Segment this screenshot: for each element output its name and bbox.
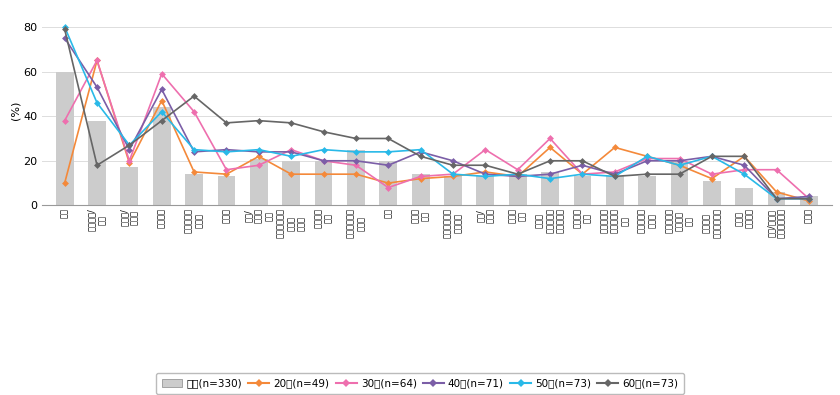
Bar	[768, 192, 785, 205]
Bar	[574, 177, 591, 205]
Bar	[509, 174, 527, 205]
Bar	[606, 177, 623, 205]
Bar	[315, 161, 333, 205]
Bar	[380, 161, 397, 205]
Bar	[638, 177, 656, 205]
Bar	[735, 188, 753, 205]
Bar	[55, 71, 74, 205]
Bar	[185, 174, 203, 205]
Bar	[412, 174, 429, 205]
Bar	[670, 161, 689, 205]
Y-axis label: (%): (%)	[10, 101, 20, 120]
Bar	[88, 120, 106, 205]
Bar	[347, 150, 365, 205]
Bar	[120, 167, 139, 205]
Bar	[218, 177, 235, 205]
Bar	[250, 158, 268, 205]
Bar	[153, 107, 171, 205]
Bar	[800, 196, 818, 205]
Legend: 全体(n=330), 20代(n=49), 30代(n=64), 40代(n=71), 50代(n=73), 60代(n=73): 全体(n=330), 20代(n=49), 30代(n=64), 40代(n=7…	[156, 373, 684, 394]
Bar	[703, 181, 721, 205]
Bar	[476, 177, 494, 205]
Bar	[444, 177, 462, 205]
Bar	[541, 172, 559, 205]
Bar	[282, 161, 300, 205]
